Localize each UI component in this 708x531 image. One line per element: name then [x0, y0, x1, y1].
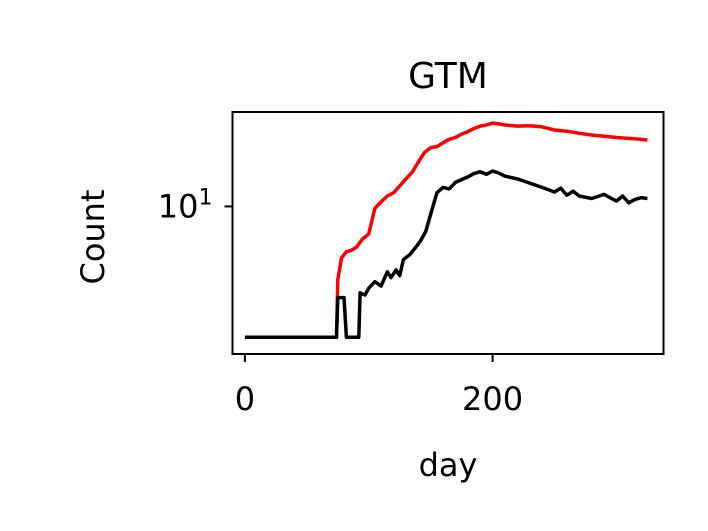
series-line-1 [244, 121, 648, 340]
y-axis: 101 [158, 185, 233, 225]
x-axis: 0 200 [235, 354, 523, 418]
x-tick-label: 0 [235, 380, 255, 418]
y-axis-label: Count [74, 189, 112, 284]
plot-frame [231, 111, 665, 355]
series-line-2 [244, 169, 648, 340]
x-axis-label: day [419, 446, 478, 484]
y-tick-label: 101 [158, 185, 213, 225]
x-tick-label: 200 [462, 380, 523, 418]
plot-area [244, 121, 648, 340]
chart-title: GTM [408, 56, 488, 97]
